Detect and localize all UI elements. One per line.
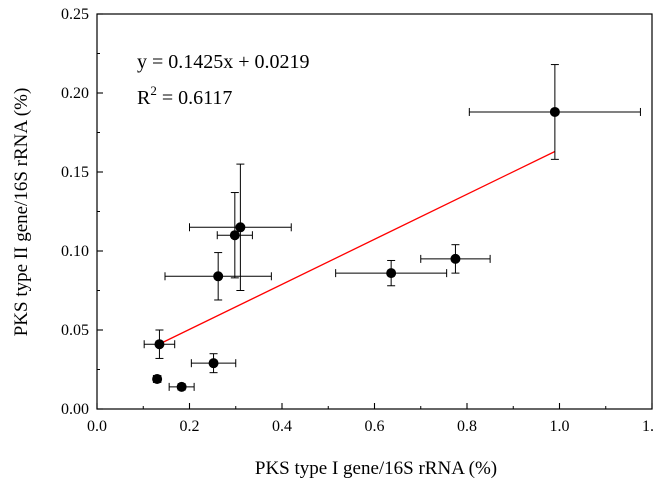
data-point [468, 64, 641, 160]
x-tick-label: 1.0 [550, 418, 570, 435]
point-marker [450, 253, 461, 264]
point-marker [152, 373, 163, 384]
x-tick-label: 0.0 [87, 418, 107, 435]
data-point [335, 259, 448, 287]
point-marker [213, 271, 224, 282]
point-marker [208, 358, 219, 369]
r2-annotation: R2 = 0.6117 [137, 83, 232, 109]
fit-layer [159, 150, 556, 345]
y-tick-label: 0.10 [61, 243, 89, 260]
regression-line [159, 150, 556, 345]
point-marker [549, 106, 560, 117]
data-point [190, 353, 237, 374]
y-tick-label: 0.00 [61, 401, 89, 418]
points-layer [143, 64, 641, 392]
point-marker [229, 230, 240, 241]
ticks-layer: 0.0 0.2 0.4 0.6 0.8 1.0 1.2 0.00 0.05 0.10 0.15 0.2… [61, 6, 653, 435]
y-tick-label: 0.25 [61, 6, 89, 23]
y-tick-label: 0.20 [61, 85, 89, 102]
data-point [143, 329, 176, 359]
y-tick-label: 0.05 [61, 322, 89, 339]
y-tick-label: 0.15 [61, 164, 89, 181]
x-tick-label: 0.6 [365, 418, 385, 435]
y-axis-title: PKS type II gene/16S rRNA (%) [11, 88, 32, 337]
r2-prefix: R [137, 87, 151, 109]
data-point [216, 192, 253, 279]
x-tick-label: 0.8 [457, 418, 477, 435]
plot-frame [96, 13, 653, 410]
r2-suffix: = 0.6117 [157, 87, 233, 109]
x-axis-title: PKS type I gene/16S rRNA (%) [255, 458, 497, 479]
equation-annotation: y = 0.1425x + 0.0219 [137, 51, 310, 73]
data-point [168, 381, 195, 392]
r2-superscript: 2 [150, 83, 157, 98]
point-marker [176, 381, 187, 392]
x-tick-label: 1.2 [642, 418, 653, 435]
x-tick-label: 0.2 [180, 418, 200, 435]
point-marker [154, 339, 165, 350]
point-marker [235, 222, 246, 233]
x-tick-label: 0.4 [272, 418, 292, 435]
data-point [152, 373, 163, 384]
data-point [420, 244, 491, 274]
data-point [164, 252, 272, 301]
data-point [189, 163, 292, 291]
point-marker [386, 268, 397, 279]
